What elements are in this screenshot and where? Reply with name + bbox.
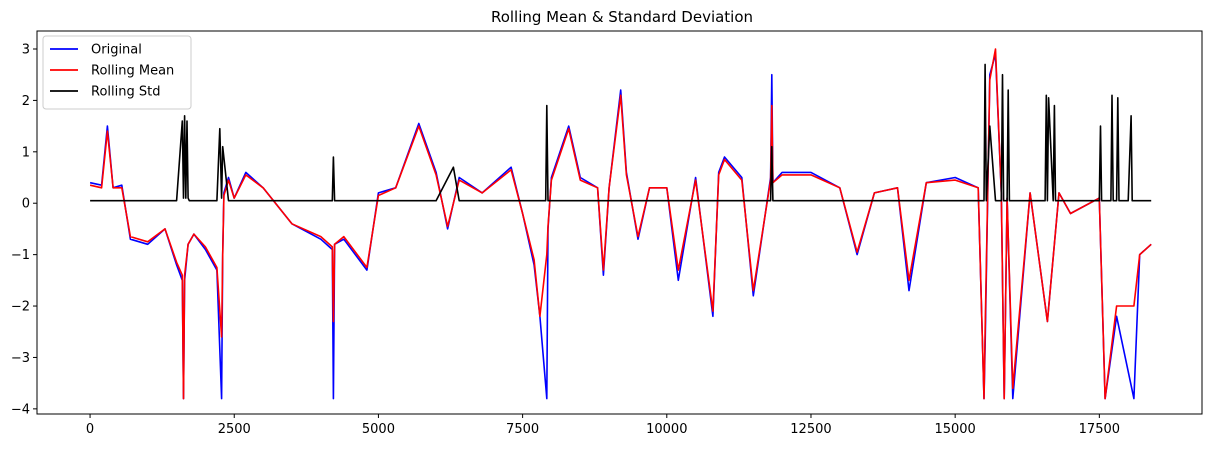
y-tick-label: −3 (11, 351, 30, 366)
y-tick-label: 2 (22, 94, 30, 109)
x-axis: 0 2500 5000 7500 10000 12500 15000 17500 (86, 414, 1120, 437)
legend: Original Rolling Mean Rolling Std (42, 35, 192, 110)
axes-border (36, 30, 1203, 415)
axes-frame (36, 30, 1203, 415)
y-tick-label: −4 (11, 402, 30, 417)
series-line-rolling-mean (89, 48, 1152, 400)
legend-label-rolling-std: Rolling Std (91, 85, 160, 100)
plot-area (89, 48, 1152, 400)
y-tick-label: −2 (11, 300, 30, 315)
y-tick-label: −1 (11, 248, 30, 263)
legend-box (42, 35, 192, 110)
x-tick-label: 0 (86, 422, 94, 437)
x-tick-label: 15000 (934, 422, 975, 437)
x-tick-label: 2500 (218, 422, 251, 437)
series-line-rolling-std (90, 63, 1152, 202)
y-tick-label: 3 (22, 42, 30, 57)
chart-title: Rolling Mean & Standard Deviation (491, 8, 753, 26)
y-tick-label: 1 (22, 145, 30, 160)
x-tick-label: 7500 (506, 422, 539, 437)
legend-label-rolling-mean: Rolling Mean (91, 64, 174, 79)
x-tick-label: 17500 (1079, 422, 1120, 437)
y-tick-label: 0 (22, 197, 30, 212)
x-tick-label: 10000 (646, 422, 687, 437)
x-tick-label: 12500 (790, 422, 831, 437)
x-tick-label: 5000 (362, 422, 395, 437)
legend-label-original: Original (91, 43, 142, 58)
y-axis: −4 −3 −2 −1 0 1 2 3 (11, 42, 37, 417)
